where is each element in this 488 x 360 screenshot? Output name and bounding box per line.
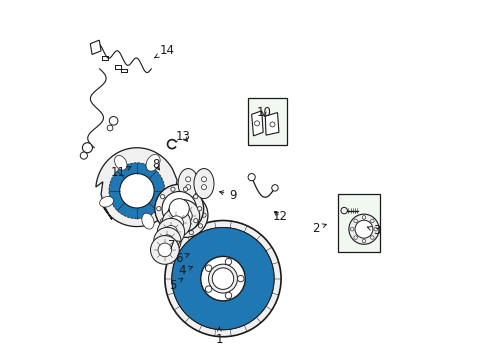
Ellipse shape [100, 197, 113, 207]
Circle shape [340, 207, 346, 214]
Text: 1: 1 [215, 327, 223, 346]
Circle shape [178, 230, 182, 235]
Circle shape [80, 152, 87, 159]
Text: 13: 13 [176, 130, 191, 144]
Circle shape [165, 213, 169, 217]
Circle shape [185, 185, 190, 190]
Text: 12: 12 [272, 210, 287, 223]
Circle shape [168, 202, 173, 207]
Circle shape [171, 228, 274, 330]
Circle shape [212, 268, 233, 289]
Circle shape [198, 224, 202, 228]
Text: 7: 7 [167, 239, 181, 252]
Circle shape [107, 125, 113, 131]
Text: 3: 3 [366, 224, 380, 238]
Text: 6: 6 [175, 252, 189, 265]
Circle shape [156, 207, 161, 211]
Circle shape [349, 228, 353, 231]
Circle shape [353, 236, 357, 239]
Circle shape [208, 264, 237, 293]
Circle shape [205, 265, 211, 271]
Circle shape [82, 143, 92, 153]
Circle shape [170, 200, 201, 230]
Circle shape [162, 192, 196, 226]
Circle shape [198, 202, 202, 207]
Circle shape [193, 194, 198, 199]
Circle shape [189, 230, 193, 235]
Circle shape [189, 195, 193, 200]
Circle shape [185, 177, 190, 182]
Circle shape [175, 207, 192, 225]
Text: 9: 9 [219, 189, 236, 202]
Ellipse shape [142, 213, 154, 229]
Circle shape [170, 226, 175, 230]
Circle shape [193, 219, 198, 223]
Circle shape [109, 117, 118, 125]
Circle shape [205, 286, 211, 292]
Circle shape [164, 226, 177, 238]
Text: 5: 5 [169, 278, 183, 292]
Bar [337, 194, 379, 252]
Circle shape [169, 216, 183, 230]
Circle shape [153, 227, 181, 255]
Circle shape [158, 243, 171, 257]
Circle shape [160, 219, 164, 223]
Circle shape [163, 193, 207, 237]
Text: 14: 14 [154, 44, 175, 58]
Polygon shape [265, 113, 278, 135]
Polygon shape [90, 40, 101, 54]
Circle shape [157, 219, 184, 246]
Circle shape [254, 121, 259, 126]
Circle shape [201, 177, 206, 182]
Circle shape [169, 199, 189, 219]
Circle shape [370, 219, 373, 222]
Circle shape [171, 228, 274, 330]
Circle shape [197, 207, 202, 211]
Circle shape [183, 226, 187, 230]
Text: 8: 8 [152, 158, 159, 171]
Text: 2: 2 [311, 222, 325, 235]
Circle shape [362, 216, 365, 219]
Circle shape [271, 185, 278, 191]
Circle shape [167, 200, 199, 232]
Circle shape [109, 163, 164, 219]
Circle shape [353, 219, 357, 222]
Circle shape [202, 213, 206, 217]
Circle shape [168, 224, 173, 228]
Circle shape [237, 275, 244, 282]
Polygon shape [178, 168, 198, 199]
Ellipse shape [146, 154, 160, 171]
Text: 10: 10 [256, 106, 271, 119]
Ellipse shape [114, 156, 127, 170]
Circle shape [225, 292, 231, 299]
Circle shape [354, 220, 372, 238]
Circle shape [160, 194, 164, 199]
Circle shape [162, 209, 190, 237]
Circle shape [225, 258, 231, 265]
Circle shape [348, 214, 378, 244]
Circle shape [170, 187, 175, 192]
Circle shape [362, 239, 365, 243]
Circle shape [178, 195, 182, 200]
Circle shape [201, 256, 244, 301]
Circle shape [269, 122, 274, 127]
Polygon shape [96, 148, 177, 226]
Circle shape [161, 235, 173, 247]
Circle shape [370, 236, 373, 239]
Circle shape [183, 187, 187, 192]
Circle shape [155, 184, 203, 233]
Bar [247, 98, 286, 145]
Circle shape [164, 221, 281, 337]
Polygon shape [194, 168, 214, 199]
Circle shape [247, 174, 255, 181]
Circle shape [373, 228, 377, 231]
Text: 11: 11 [111, 166, 131, 179]
Circle shape [150, 235, 179, 264]
Circle shape [120, 174, 154, 208]
Text: 4: 4 [178, 264, 192, 277]
Polygon shape [251, 111, 263, 136]
Circle shape [201, 185, 206, 190]
